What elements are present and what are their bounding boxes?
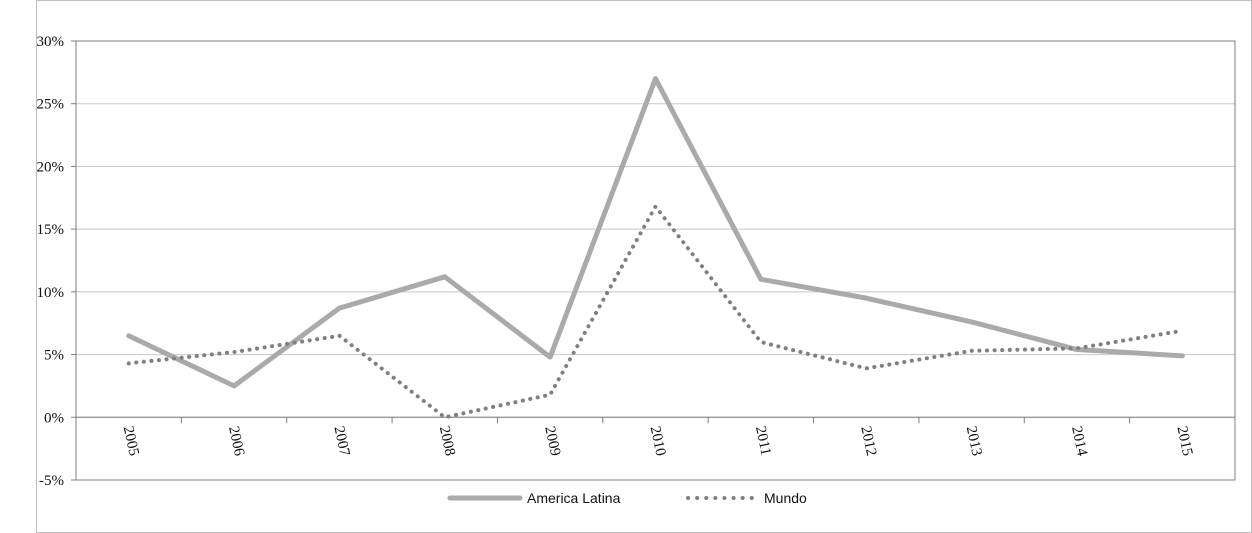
gridlines bbox=[76, 103, 1235, 418]
legend-label-0: America Latina bbox=[527, 490, 621, 506]
series-line-1 bbox=[126, 204, 1185, 420]
x-tick-label: 2007 bbox=[330, 425, 352, 458]
y-tick-label: 30% bbox=[37, 34, 65, 50]
y-tick-label: 10% bbox=[37, 285, 65, 301]
x-tick-label: 2011 bbox=[752, 425, 774, 457]
series-line-0 bbox=[126, 76, 1185, 389]
x-tick-label: 2006 bbox=[225, 425, 247, 458]
chart-frame bbox=[36, 0, 1252, 533]
x-tick-label: 2008 bbox=[436, 425, 458, 458]
legend: America Latina Mundo bbox=[447, 490, 807, 506]
x-tick-label: 2010 bbox=[647, 425, 669, 458]
y-tick-label: 15% bbox=[37, 222, 65, 238]
axes: -5% 0% 5% 10% 15% 20% 25% 30% 2005 2006 2007 2008 20… bbox=[37, 34, 1236, 489]
y-tick-label: -5% bbox=[39, 473, 64, 489]
x-tick-label: 2015 bbox=[1173, 425, 1195, 458]
x-tick-label: 2009 bbox=[541, 425, 563, 458]
y-tick-label: 0% bbox=[44, 410, 64, 426]
y-tick-label: 5% bbox=[44, 348, 64, 364]
legend-label-1: Mundo bbox=[764, 490, 807, 506]
x-tick-label: 2005 bbox=[120, 425, 142, 458]
series bbox=[126, 76, 1185, 420]
plot-area bbox=[75, 40, 1236, 481]
x-tick-label: 2013 bbox=[963, 425, 985, 458]
x-tick-label: 2014 bbox=[1068, 425, 1090, 458]
y-tick-label: 25% bbox=[37, 97, 65, 113]
y-tick-label: 20% bbox=[37, 159, 65, 175]
x-tick-label: 2012 bbox=[857, 425, 879, 458]
